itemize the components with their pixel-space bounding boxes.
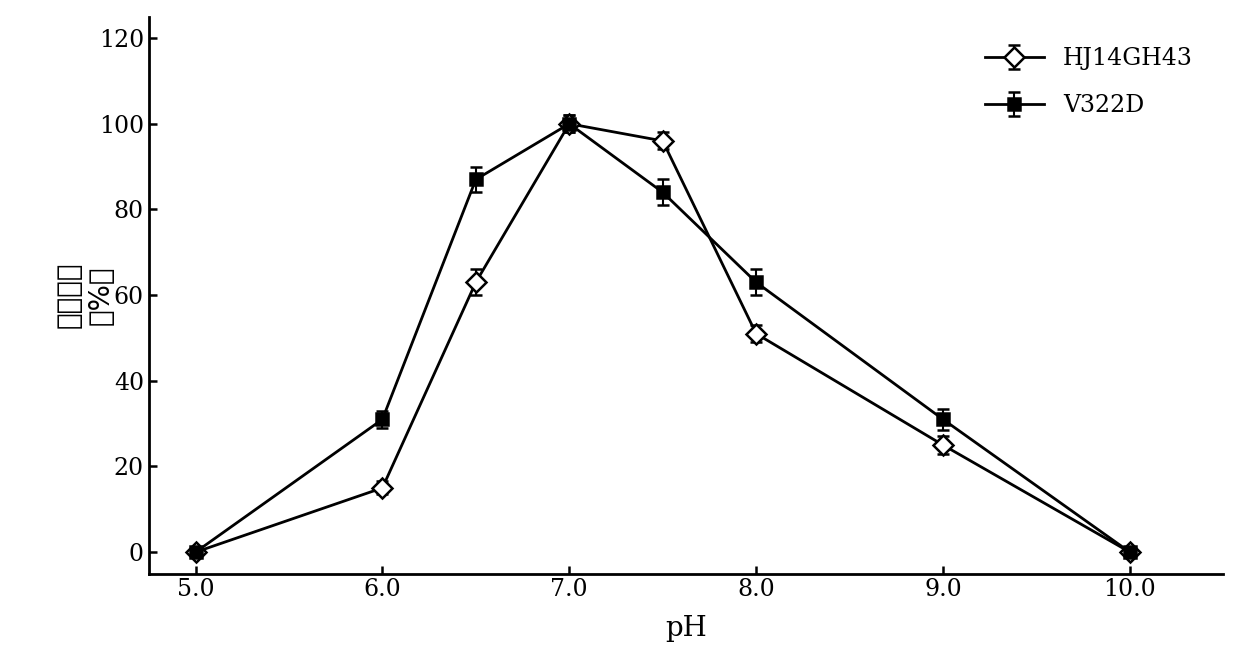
- Y-axis label: 相对酶活
（%）: 相对酶活 （%）: [55, 262, 115, 328]
- Legend: HJ14GH43, V322D: HJ14GH43, V322D: [966, 28, 1211, 136]
- X-axis label: pH: pH: [665, 616, 707, 643]
